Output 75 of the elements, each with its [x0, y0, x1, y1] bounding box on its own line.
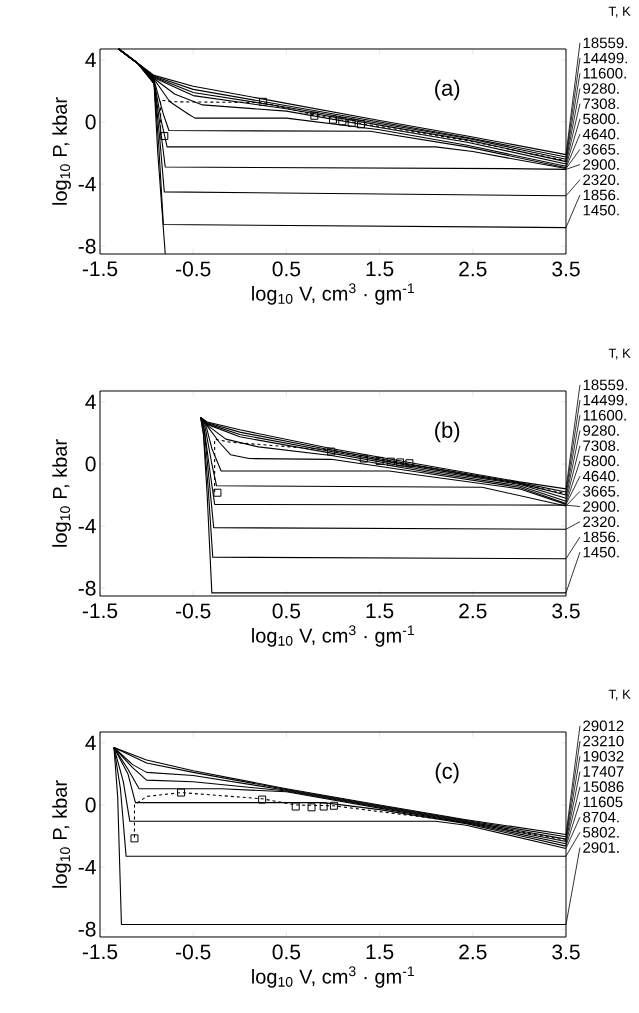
text: 7308. — [583, 440, 619, 451]
y-tick-label: 4 — [85, 394, 96, 410]
text: 14499. — [583, 394, 627, 406]
x-tick-label: 2.5 — [459, 944, 487, 960]
text: 29012 — [583, 720, 624, 732]
x-axis-title: log$_{10}$ V, cm$^{3}$ · gm$^{-1}$ — [252, 283, 414, 305]
legend-label: 3665. — [583, 144, 619, 155]
text: 1856. — [583, 189, 619, 201]
text: 5800. — [583, 455, 619, 467]
text: 11600. — [583, 67, 626, 79]
legend-label: 5802. — [583, 827, 619, 838]
x-tick-label: -0.5 — [176, 261, 211, 277]
x-tick-label: -1.5 — [82, 603, 118, 619]
legend-title: T, K — [608, 348, 631, 360]
x-tick-label: -0.5 — [176, 944, 211, 960]
x-axis-title: log$_{10}$ V, cm$^{3}$ · gm$^{-1}$ — [252, 966, 414, 988]
annotation: (a) — [435, 79, 460, 101]
legend-label: 2320. — [583, 174, 619, 186]
legend-label: 2901. — [583, 842, 619, 853]
annotation: (c) — [435, 762, 459, 784]
text: 14499. — [583, 52, 627, 64]
x-tick-label: 0.5 — [272, 261, 301, 277]
y-axis-title: log$_{10}$ P, kbar — [52, 780, 71, 888]
x-tick-label: 3.5 — [552, 261, 580, 277]
series-label: 4640. — [582, 470, 619, 482]
legend-title: T, K — [608, 6, 631, 18]
text: 7308. — [583, 98, 619, 109]
y-tick-label: -8 — [78, 238, 96, 254]
x-tick-label: 2.5 — [459, 261, 487, 277]
text: 5800. — [583, 113, 619, 125]
x-tick-label: -1.5 — [82, 261, 118, 277]
y-tick-label: 0 — [85, 456, 96, 472]
text: 8704. — [583, 811, 619, 823]
x-tick-label: 3.5 — [552, 603, 580, 619]
x-tick-label: -1.5 — [82, 944, 118, 960]
legend-label: 2900. — [583, 159, 619, 170]
text: 11600. — [583, 409, 626, 421]
series-label: 1856. — [583, 531, 619, 543]
legend-label: 2900. — [583, 501, 619, 512]
text: 18559. — [583, 379, 627, 391]
y-tick-label: -4 — [78, 859, 96, 875]
y-tick-label: 4 — [85, 735, 96, 751]
x-axis-title: log$_{10}$ V, cm$^{3}$ · gm$^{-1}$ — [252, 625, 414, 647]
y-tick-label: -4 — [78, 518, 96, 534]
y-axis-title: log$_{10}$ P, kbar — [52, 439, 71, 547]
text: 18559. — [583, 37, 627, 49]
y-axis-title: log$_{10}$ P, kbar — [52, 97, 71, 205]
y-tick-label: -8 — [78, 580, 96, 596]
legend-label: 2320. — [583, 516, 619, 528]
y-tick-label: 4 — [85, 52, 96, 68]
text: 1450. — [583, 546, 619, 558]
text: 17407 — [583, 766, 624, 777]
annotation: (b) — [435, 421, 460, 443]
x-tick-label: -0.5 — [176, 603, 211, 619]
text: 9280. — [583, 83, 619, 94]
y-tick-label: -4 — [78, 176, 96, 192]
legend-title: T, K — [608, 689, 631, 701]
text: 4640. — [582, 128, 619, 140]
x-tick-label: 1.5 — [366, 261, 394, 277]
text: 11605 — [583, 796, 623, 808]
text: 1450. — [583, 204, 619, 216]
y-tick-label: -8 — [78, 921, 96, 937]
x-tick-label: 2.5 — [459, 603, 487, 619]
x-tick-label: 1.5 — [366, 944, 394, 960]
x-tick-label: 1.5 — [366, 603, 394, 619]
text: 23210 — [583, 735, 624, 747]
text: 9280. — [583, 425, 619, 436]
text: 19032 — [583, 750, 624, 762]
x-tick-label: 0.5 — [272, 603, 301, 619]
x-tick-label: 3.5 — [552, 944, 580, 960]
y-tick-label: 0 — [85, 114, 96, 130]
y-tick-label: 0 — [85, 797, 96, 813]
legend-label: 3665. — [583, 486, 619, 497]
x-tick-label: 0.5 — [272, 944, 301, 960]
text: 15086 — [583, 781, 624, 792]
